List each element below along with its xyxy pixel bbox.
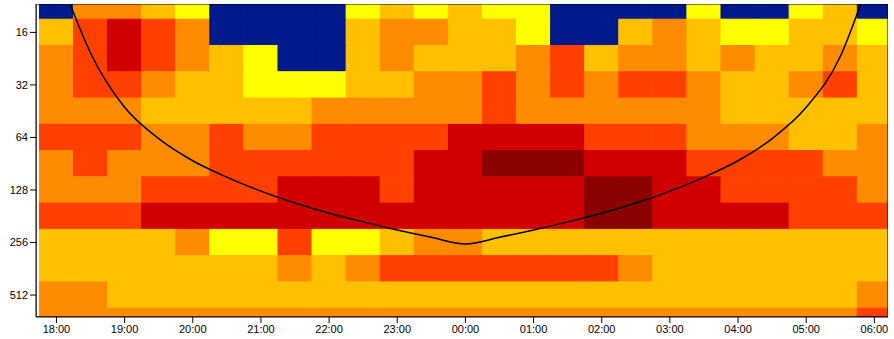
svg-text:01:00: 01:00 <box>520 323 548 335</box>
svg-text:20:00: 20:00 <box>179 323 207 335</box>
svg-text:128: 128 <box>10 184 28 196</box>
svg-text:04:00: 04:00 <box>724 323 752 335</box>
svg-text:16: 16 <box>16 26 28 38</box>
svg-text:256: 256 <box>10 236 28 248</box>
svg-text:19:00: 19:00 <box>111 323 139 335</box>
svg-text:21:00: 21:00 <box>247 323 275 335</box>
svg-text:06:00: 06:00 <box>861 323 889 335</box>
svg-text:32: 32 <box>16 79 28 91</box>
svg-text:05:00: 05:00 <box>792 323 820 335</box>
svg-text:23:00: 23:00 <box>383 323 411 335</box>
svg-text:00:00: 00:00 <box>452 323 480 335</box>
svg-text:512: 512 <box>10 289 28 301</box>
svg-text:18:00: 18:00 <box>43 323 71 335</box>
svg-text:02:00: 02:00 <box>588 323 616 335</box>
svg-text:22:00: 22:00 <box>315 323 343 335</box>
svg-text:03:00: 03:00 <box>656 323 684 335</box>
svg-text:64: 64 <box>16 131 28 143</box>
